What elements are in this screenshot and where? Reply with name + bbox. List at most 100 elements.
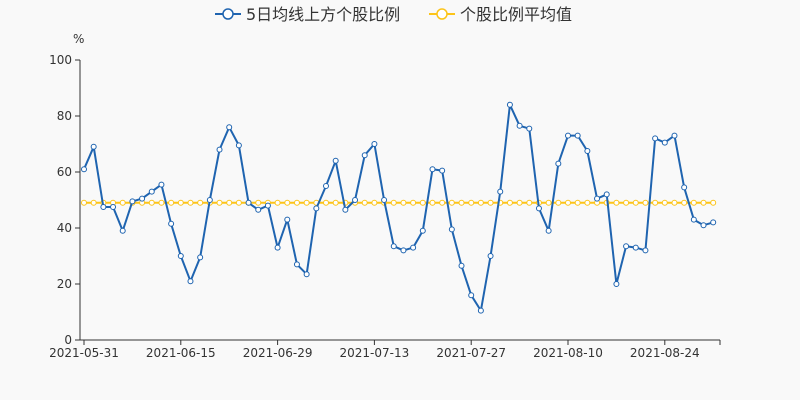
average-point	[652, 199, 659, 206]
data-point	[671, 132, 678, 139]
data-point	[526, 125, 533, 132]
data-point	[284, 216, 291, 223]
average-point	[487, 199, 494, 206]
data-point	[81, 166, 87, 173]
average-point	[177, 199, 184, 206]
y-tick-label: 20	[57, 277, 72, 291]
average-point	[642, 199, 649, 206]
data-point	[390, 243, 397, 250]
average-point	[235, 199, 242, 206]
average-point	[158, 199, 165, 206]
average-point	[468, 199, 475, 206]
average-point	[148, 199, 155, 206]
average-point	[187, 199, 194, 206]
average-point	[400, 199, 407, 206]
average-point	[671, 199, 678, 206]
x-tick-label: 2021-06-29	[243, 346, 313, 360]
average-point	[526, 199, 533, 206]
legend-item-series-2[interactable]: 个股比例平均值	[429, 5, 572, 24]
average-point	[584, 199, 591, 206]
average-point	[681, 199, 688, 206]
average-point	[516, 199, 523, 206]
data-point	[594, 195, 601, 202]
average-point	[119, 199, 126, 206]
average-point	[458, 199, 465, 206]
data-point	[139, 195, 146, 202]
data-point	[613, 281, 620, 287]
data-point	[652, 135, 659, 142]
data-point	[603, 191, 610, 198]
data-point	[352, 197, 359, 203]
legend: 5日均线上方个股比例 个股比例平均值	[215, 5, 572, 24]
average-point	[700, 199, 707, 206]
data-point	[661, 139, 668, 146]
average-point	[81, 199, 87, 206]
y-tick-label: 60	[57, 165, 72, 179]
data-point	[100, 204, 107, 210]
data-point	[565, 132, 571, 139]
data-point	[632, 244, 639, 251]
data-point	[468, 292, 475, 299]
average-point	[661, 199, 668, 206]
data-point	[245, 199, 252, 206]
data-point	[429, 166, 436, 173]
average-point	[390, 199, 397, 206]
data-point	[710, 219, 717, 226]
legend-label-series-1: 5日均线上方个股比例	[246, 5, 400, 24]
average-point	[293, 199, 300, 206]
legend-label-series-2: 个股比例平均值	[460, 5, 572, 24]
y-tick-label: 0	[64, 333, 72, 347]
data-point	[623, 243, 630, 250]
average-point	[710, 199, 717, 206]
data-point	[545, 227, 552, 234]
average-point	[477, 199, 484, 206]
data-point	[477, 307, 484, 314]
y-axis-unit: %	[73, 32, 84, 46]
series-line	[83, 103, 714, 312]
average-point	[168, 199, 175, 206]
data-point	[439, 167, 446, 174]
data-point	[332, 157, 339, 164]
x-tick-label: 2021-07-13	[340, 346, 410, 360]
average-point	[303, 199, 310, 206]
data-point	[342, 206, 349, 213]
data-point	[400, 247, 407, 254]
data-point	[235, 142, 242, 149]
data-point	[255, 206, 262, 213]
average-point	[255, 199, 262, 206]
data-point	[700, 222, 707, 229]
data-point	[129, 198, 136, 205]
data-point	[458, 262, 465, 269]
average-point	[429, 199, 436, 206]
data-point	[574, 132, 581, 139]
data-point	[497, 188, 504, 195]
average-point	[371, 199, 378, 206]
average-point	[332, 199, 339, 206]
data-point	[555, 160, 562, 167]
average-point	[216, 199, 223, 206]
average-point	[226, 199, 233, 206]
x-tick-label: 2021-08-10	[533, 346, 603, 360]
average-point	[197, 199, 204, 206]
average-point	[323, 199, 329, 206]
average-point	[448, 199, 455, 206]
x-tick-label: 2021-08-24	[630, 346, 700, 360]
data-point	[642, 247, 649, 254]
data-point	[168, 220, 175, 227]
data-point	[216, 146, 223, 153]
data-point	[487, 253, 494, 259]
data-point	[381, 197, 388, 203]
data-point	[206, 197, 213, 203]
data-point	[264, 202, 271, 209]
average-point	[439, 199, 446, 206]
average-point	[545, 199, 552, 206]
legend-item-series-1[interactable]: 5日均线上方个股比例	[215, 5, 400, 24]
data-point	[361, 152, 368, 159]
average-point	[284, 199, 291, 206]
data-point	[410, 244, 417, 251]
average-point	[632, 199, 639, 206]
x-tick-label: 2021-07-27	[436, 346, 506, 360]
data-point	[274, 244, 281, 251]
average-point	[690, 199, 697, 206]
